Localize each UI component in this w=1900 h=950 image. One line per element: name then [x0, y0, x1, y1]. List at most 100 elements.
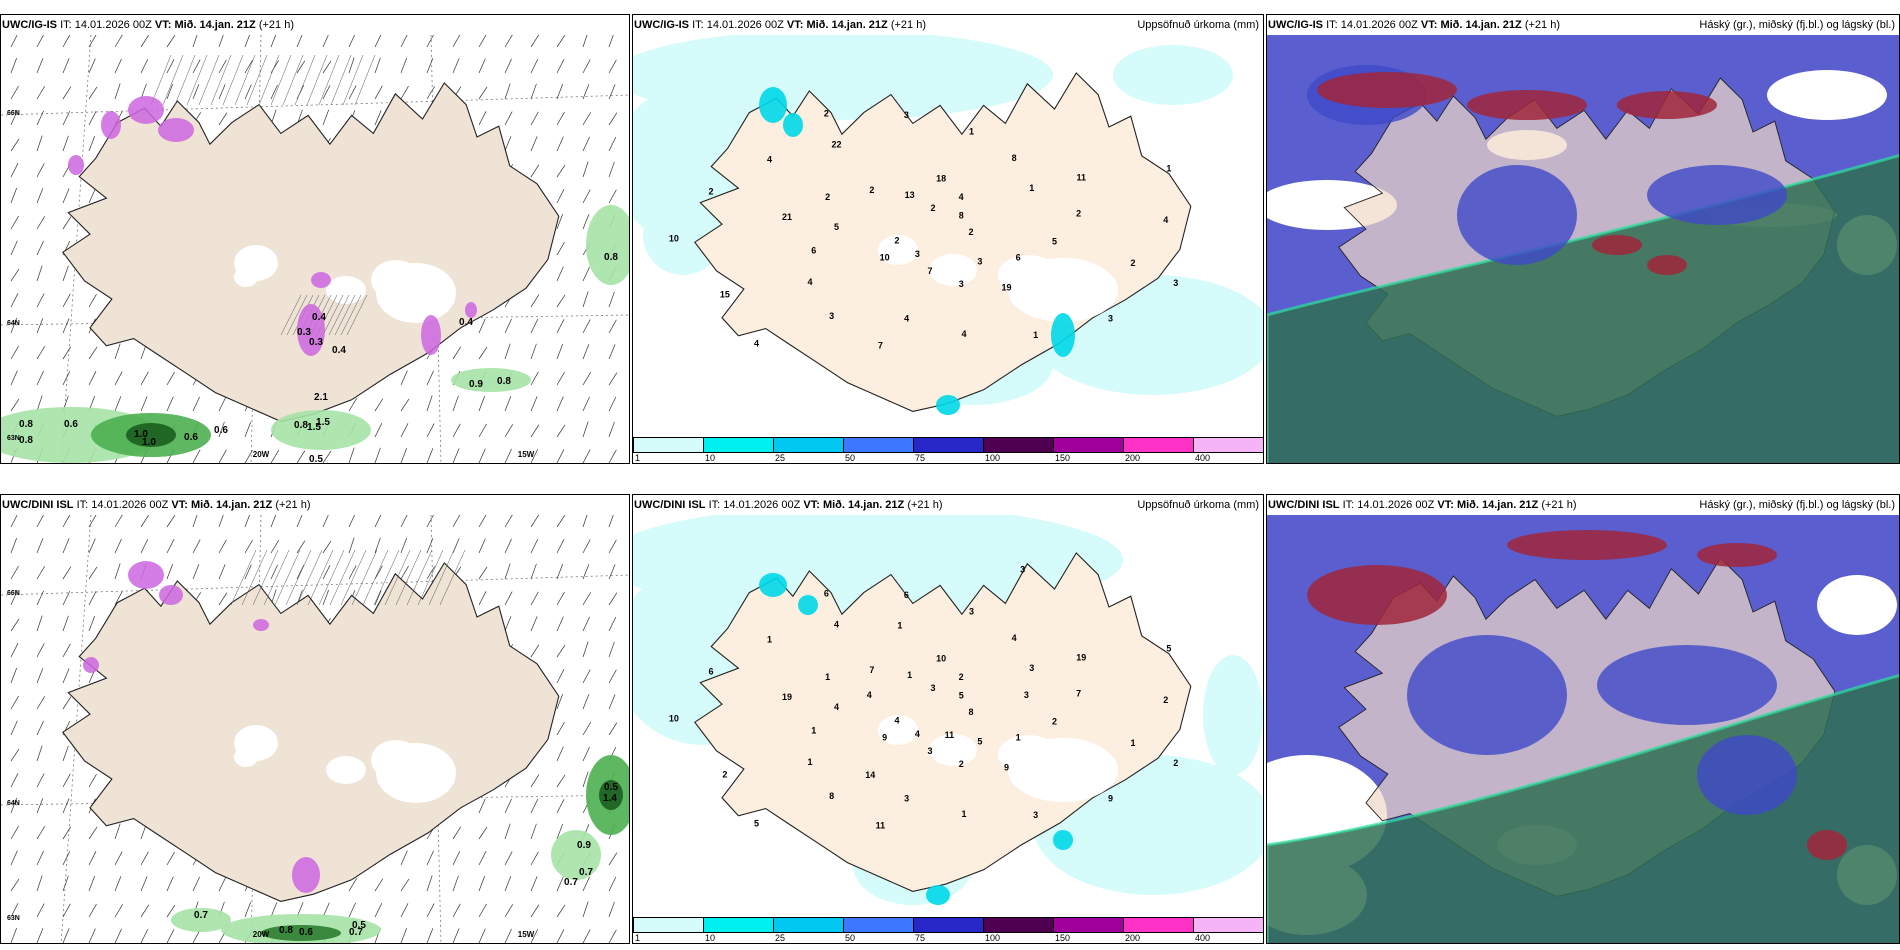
wind-barb — [608, 59, 617, 74]
wind-barb — [62, 515, 71, 528]
wind-barb — [556, 396, 564, 412]
wind-barb — [10, 565, 19, 580]
precip-map-bottom[interactable]: 8910919191162422178691053721336541114112… — [633, 515, 1264, 915]
wind-barb — [296, 564, 305, 580]
wind-barb — [36, 928, 44, 943]
wind-barb — [10, 345, 19, 360]
precip-amount-label: 4 — [754, 339, 759, 349]
wind-barb — [88, 773, 97, 788]
wind-barb — [556, 189, 565, 204]
wind-barb — [36, 370, 44, 386]
wind-barb — [166, 904, 176, 918]
precip-value-label: 0.7 — [194, 910, 208, 921]
wind-barb — [36, 615, 43, 632]
precip-amount-label: 15 — [720, 290, 730, 300]
precip-amount-label: 3 — [915, 249, 920, 259]
wind-barb — [322, 450, 332, 463]
wind-barb — [504, 136, 512, 152]
wind-barb — [10, 643, 19, 658]
cloud-map-top[interactable] — [1267, 35, 1900, 464]
wind-barb — [114, 904, 124, 918]
wind-barb — [426, 875, 433, 892]
wind-barb — [36, 696, 46, 710]
snow-area — [83, 657, 99, 673]
wind-barb — [270, 515, 277, 528]
wind-barb — [36, 566, 46, 580]
wind-barb — [426, 538, 434, 554]
snow-area — [292, 857, 320, 893]
wind-barb — [400, 515, 408, 528]
wind-barb — [296, 450, 306, 463]
precip-amount-label: 1 — [1033, 330, 1038, 340]
high-cloud-streak — [1467, 90, 1587, 120]
precip-amount-label: 1 — [1131, 738, 1136, 748]
wind-barb — [608, 189, 617, 204]
precip-amount-label: 5 — [834, 222, 839, 232]
colorbar-swatch — [983, 917, 1054, 933]
wind-barb — [36, 590, 44, 606]
wind-barb — [452, 538, 460, 554]
precip-light-area — [633, 35, 1053, 120]
precip-amount-label: 18 — [936, 173, 946, 183]
wind-barb — [62, 318, 70, 334]
wind-panel-top: UWC/IG-IS IT: 14.01.2026 00Z VT: Mið. 14… — [0, 14, 630, 464]
wind-barb — [504, 448, 512, 463]
wind-barb — [36, 110, 44, 126]
wind-barb — [114, 591, 123, 606]
colorbar-tick-label: 400 — [1195, 933, 1211, 943]
wind-barb — [608, 112, 618, 126]
lon-label-20w: 20W — [253, 930, 270, 939]
wind-barb — [36, 538, 44, 554]
precip-moderate-area — [936, 395, 960, 415]
wind-barb — [426, 566, 436, 580]
wind-barb — [478, 851, 487, 866]
wind-barb — [218, 564, 226, 580]
wind-barb — [556, 563, 563, 580]
colorbar-swatch — [633, 917, 704, 933]
wind-barb — [400, 370, 408, 386]
precip-panel-bottom: UWC/DINI ISL IT: 14.01.2026 00Z VT: Mið.… — [632, 494, 1264, 944]
wind-barb — [400, 423, 409, 438]
wind-barb — [244, 59, 253, 74]
wind-barb — [400, 565, 409, 580]
wind-barb — [426, 903, 435, 918]
precip-map-top[interactable]: 2101819211172324322333108725411213136684… — [633, 35, 1264, 435]
wind-barb — [114, 876, 122, 892]
precip-moderate-area — [759, 573, 787, 597]
wind-barb — [582, 84, 590, 100]
wind-barb — [400, 878, 410, 892]
precip-amount-label: 2 — [709, 186, 714, 196]
glacier — [929, 254, 977, 286]
wind-barb — [348, 515, 355, 528]
wind-barb — [270, 540, 280, 554]
snow-area — [311, 272, 331, 288]
wind-barb — [192, 59, 201, 74]
precip-value-label: 1.0 — [142, 437, 156, 448]
wind-barb — [114, 928, 122, 943]
wind-barb — [582, 344, 590, 360]
colorbar-tick-label: 25 — [775, 453, 786, 463]
snow-area — [68, 155, 84, 175]
wind-barb — [556, 424, 566, 438]
wind-barb — [10, 163, 19, 178]
wind-barb — [10, 35, 18, 48]
cloud-map-bottom[interactable] — [1267, 515, 1900, 944]
colorbar-swatch — [913, 917, 984, 933]
wind-barb — [36, 163, 45, 178]
wind-barb — [582, 161, 589, 178]
wind-barb — [478, 448, 486, 463]
wind-barb — [374, 422, 383, 438]
precip-colorbar: 1 10 25 50 75 100 150 200 400 — [633, 435, 1263, 463]
wind-barb — [582, 722, 592, 736]
wind-barb — [608, 616, 617, 632]
wind-barb — [530, 396, 538, 412]
wind-barb — [166, 563, 173, 580]
wind-barb — [88, 826, 98, 840]
wind-barb — [452, 515, 461, 528]
wind-barb — [10, 317, 17, 334]
wind-barb — [62, 216, 72, 230]
glacier — [371, 260, 421, 300]
colorbar-swatch — [843, 917, 914, 933]
